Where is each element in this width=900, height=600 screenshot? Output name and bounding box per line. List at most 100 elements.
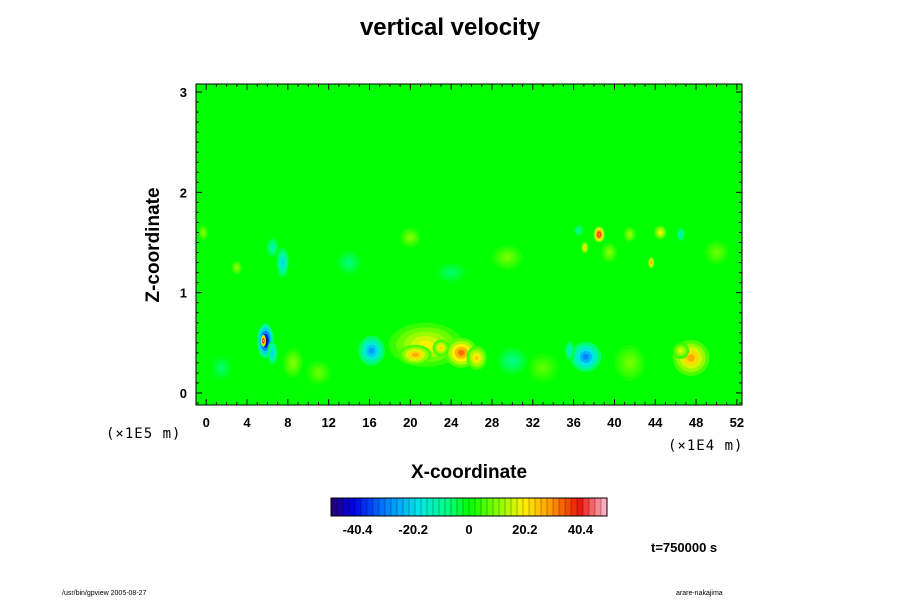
x-tick-label: 40 bbox=[607, 415, 621, 430]
colorbar-tick-labels: -40.4 -20.2 0 20.2 40.4 bbox=[343, 522, 594, 537]
velocity-cell bbox=[680, 233, 682, 236]
velocity-cell bbox=[262, 339, 264, 342]
velocity-cell bbox=[291, 359, 295, 366]
velocity-cell bbox=[235, 266, 238, 269]
time-label: t=750000 s bbox=[651, 540, 718, 555]
colorbar-swatch bbox=[475, 498, 482, 516]
colorbar-swatch bbox=[571, 498, 578, 516]
colorbar-swatch bbox=[517, 498, 524, 516]
y-tick-label: 0 bbox=[180, 386, 187, 401]
x-tick-label: 36 bbox=[566, 415, 580, 430]
velocity-cell bbox=[607, 250, 611, 255]
velocity-cell bbox=[316, 370, 321, 376]
velocity-cell bbox=[504, 255, 511, 260]
velocity-cell bbox=[408, 235, 413, 240]
velocity-cell bbox=[577, 229, 580, 232]
colorbar-swatch bbox=[547, 498, 554, 516]
x-axis-title: X-coordinate bbox=[411, 462, 527, 483]
x-tick-labels: 0 4 8 12 16 20 24 28 32 36 40 44 48 52 bbox=[203, 415, 745, 430]
velocity-cell bbox=[650, 261, 652, 264]
colorbar-swatch bbox=[481, 498, 488, 516]
velocity-cell bbox=[474, 355, 479, 361]
x-tick-label: 44 bbox=[648, 415, 663, 430]
colorbar-swatch bbox=[601, 498, 608, 516]
colorbar-swatch bbox=[499, 498, 506, 516]
colorbar-swatch bbox=[409, 498, 416, 516]
colorbar-swatch bbox=[391, 498, 398, 516]
velocity-cell bbox=[679, 349, 683, 353]
velocity-cell bbox=[582, 353, 590, 360]
colorbar-swatch bbox=[553, 498, 560, 516]
x-tick-label: 52 bbox=[730, 415, 744, 430]
y-tick-label: 3 bbox=[180, 85, 187, 100]
x-tick-label: 32 bbox=[526, 415, 540, 430]
velocity-cell bbox=[539, 364, 547, 371]
colorbar-swatch bbox=[355, 498, 362, 516]
x-tick-label: 4 bbox=[243, 415, 251, 430]
colorbar-swatch bbox=[343, 498, 350, 516]
colorbar-swatch bbox=[451, 498, 458, 516]
velocity-cell bbox=[368, 347, 375, 354]
velocity-cell bbox=[509, 358, 516, 364]
velocity-cell bbox=[219, 365, 224, 371]
velocity-cell bbox=[687, 354, 695, 362]
colorbar-swatch bbox=[331, 498, 338, 516]
colorbar-swatch bbox=[349, 498, 356, 516]
colorbar-tick-label: -40.4 bbox=[343, 522, 373, 537]
colorbar-swatch bbox=[397, 498, 404, 516]
colorbar-swatch bbox=[361, 498, 368, 516]
velocity-cell bbox=[281, 259, 284, 266]
colorbar-swatch bbox=[439, 498, 446, 516]
colorbar bbox=[331, 498, 608, 516]
colorbar-swatch bbox=[589, 498, 596, 516]
colorbar-swatch bbox=[367, 498, 374, 516]
y-axis-title: Z-coordinate bbox=[143, 187, 164, 302]
colorbar-swatch bbox=[529, 498, 536, 516]
colorbar-swatch bbox=[379, 498, 386, 516]
y-unit-label: (×1E5 m) bbox=[106, 426, 181, 442]
heatmap-field bbox=[196, 84, 742, 405]
x-tick-label: 48 bbox=[689, 415, 703, 430]
colorbar-tick-label: 40.4 bbox=[568, 522, 594, 537]
colorbar-swatch bbox=[445, 498, 452, 516]
x-tick-label: 8 bbox=[284, 415, 291, 430]
x-tick-label: 12 bbox=[321, 415, 335, 430]
x-unit-label: (×1E4 m) bbox=[668, 438, 743, 454]
colorbar-swatch bbox=[385, 498, 392, 516]
velocity-cell bbox=[202, 230, 205, 235]
velocity-cell bbox=[271, 350, 274, 356]
plot-frame bbox=[195, 83, 743, 406]
colorbar-tick-label: 0 bbox=[465, 522, 472, 537]
colorbar-swatch bbox=[433, 498, 440, 516]
colorbar-tick-label: -20.2 bbox=[398, 522, 428, 537]
axis-ticks bbox=[195, 84, 742, 405]
velocity-cell bbox=[346, 260, 352, 265]
y-tick-labels: 0 1 2 3 bbox=[180, 85, 187, 401]
velocity-cell bbox=[626, 359, 633, 367]
colorbar-frame bbox=[330, 497, 608, 517]
colorbar-swatch bbox=[427, 498, 434, 516]
colorbar-swatch bbox=[463, 498, 470, 516]
velocity-cell bbox=[271, 245, 274, 250]
colorbar-swatch bbox=[505, 498, 512, 516]
colorbar-swatch bbox=[583, 498, 590, 516]
x-tick-label: 0 bbox=[203, 415, 210, 430]
colorbar-swatch bbox=[595, 498, 602, 516]
x-tick-label: 28 bbox=[485, 415, 499, 430]
colorbar-swatch bbox=[565, 498, 572, 516]
velocity-cell bbox=[448, 270, 455, 275]
velocity-cell bbox=[568, 348, 571, 353]
colorbar-swatch bbox=[523, 498, 530, 516]
colorbar-swatch bbox=[337, 498, 344, 516]
colorbar-swatch bbox=[577, 498, 584, 516]
velocity-cell bbox=[439, 346, 443, 350]
velocity-cell bbox=[659, 231, 662, 234]
colorbar-swatch bbox=[535, 498, 542, 516]
y-tick-label: 1 bbox=[180, 286, 187, 301]
footer-right-note: arare-nakajima bbox=[676, 590, 723, 597]
colorbar-swatch bbox=[511, 498, 518, 516]
colorbar-swatch bbox=[541, 498, 548, 516]
colorbar-swatch bbox=[421, 498, 428, 516]
velocity-cell bbox=[628, 232, 631, 237]
